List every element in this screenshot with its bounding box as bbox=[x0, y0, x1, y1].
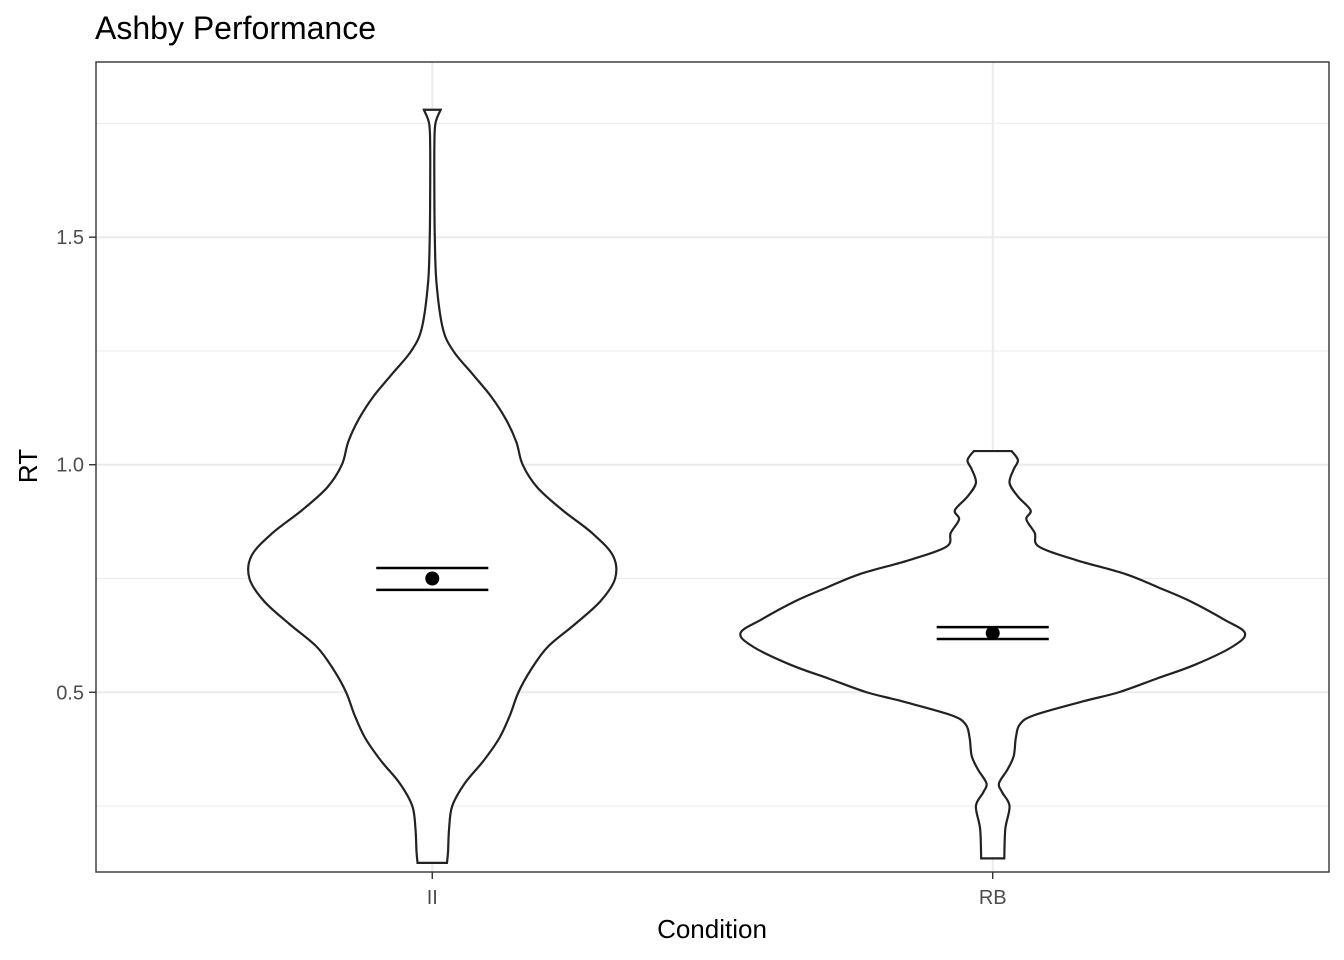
y-tick-label: 1.0 bbox=[56, 455, 84, 477]
chart-title: Ashby Performance bbox=[95, 10, 376, 46]
y-axis-title: RT bbox=[13, 449, 43, 483]
y-tick-label: 1.5 bbox=[56, 227, 84, 249]
plot-panel bbox=[95, 61, 1330, 873]
x-axis: II RB bbox=[427, 872, 1007, 909]
x-axis-title: Condition bbox=[657, 914, 767, 944]
panel-border bbox=[95, 61, 1330, 873]
x-tick-label: II bbox=[427, 887, 438, 909]
violin-ii bbox=[247, 108, 618, 864]
x-tick-label: RB bbox=[979, 887, 1007, 909]
y-tick-label: 0.5 bbox=[56, 682, 84, 704]
mean-point bbox=[425, 571, 440, 586]
y-axis: 0.5 1.0 1.5 bbox=[56, 227, 96, 704]
mean-point bbox=[985, 626, 1000, 641]
violin-rb bbox=[739, 449, 1247, 860]
